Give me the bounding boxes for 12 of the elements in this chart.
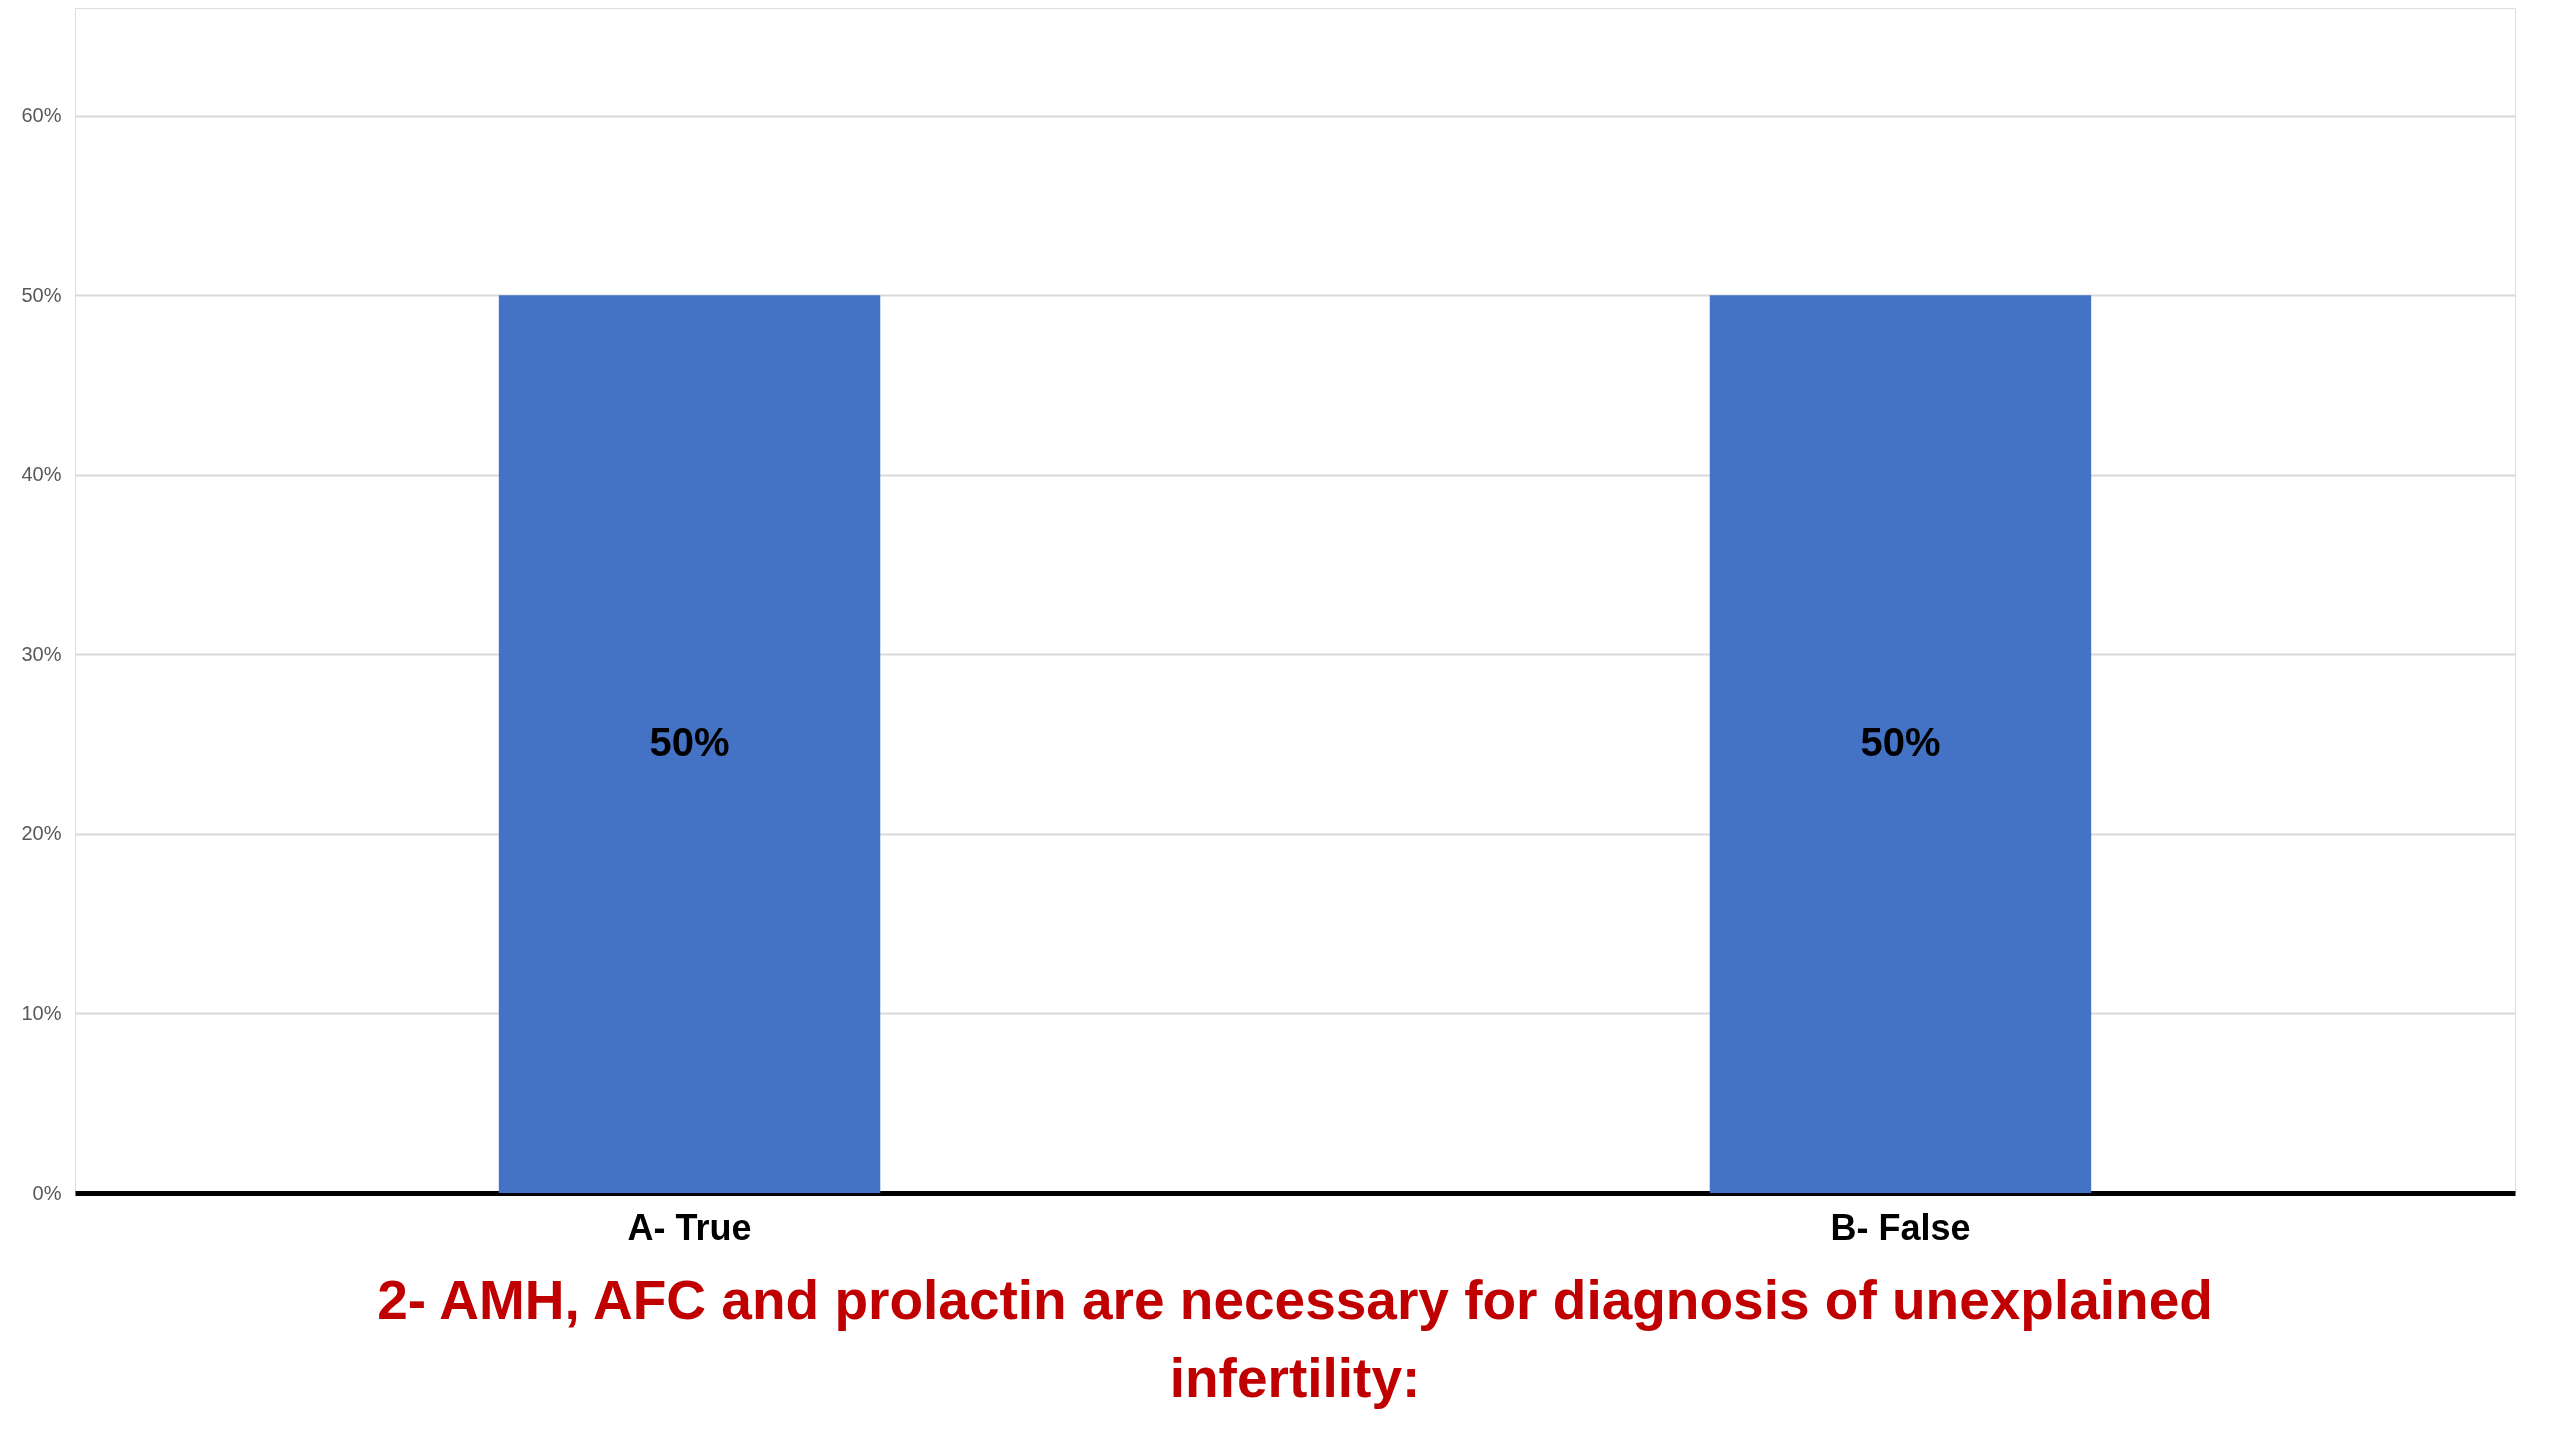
x-tick-label: A- True: [627, 1206, 752, 1248]
y-tick-label: 20%: [21, 822, 62, 845]
y-tick-label: 0%: [32, 1181, 62, 1204]
text: 2- AMH, AFC and prolactin are necessary for diagnosis of unexplained infertility:: [377, 1269, 2213, 1409]
x-tick-label: B- False: [1830, 1206, 1971, 1248]
y-tick-label: 30%: [21, 642, 62, 665]
data-label: 50%: [1860, 720, 1941, 765]
y-tick-label: 50%: [21, 283, 62, 306]
y-tick-label: 60%: [21, 104, 62, 127]
y-tick-label: 40%: [21, 463, 62, 486]
data-label: 50%: [649, 720, 730, 765]
y-tick-label: 10%: [21, 1001, 62, 1024]
